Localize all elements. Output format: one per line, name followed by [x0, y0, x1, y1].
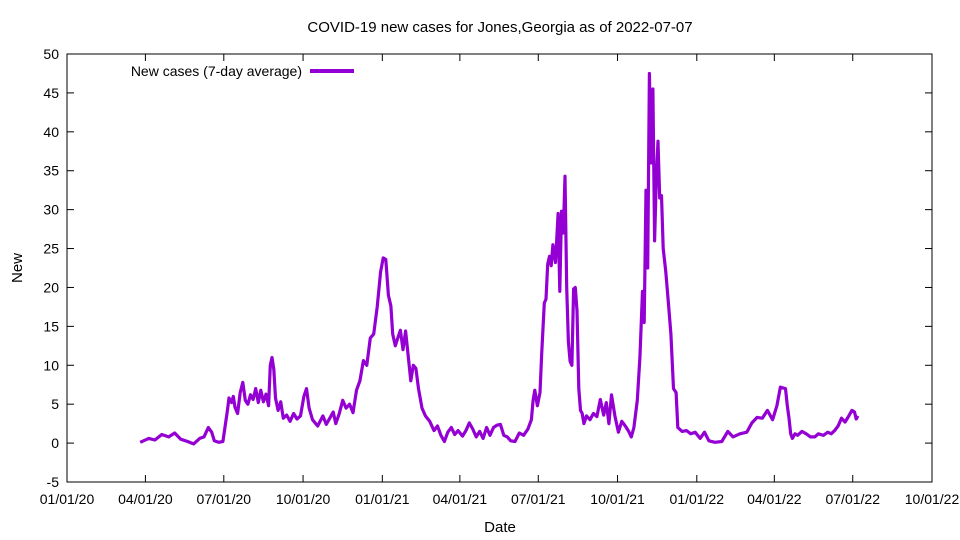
y-tick-label: 5 — [51, 396, 59, 412]
chart-title: COVID-19 new cases for Jones,Georgia as … — [307, 19, 692, 36]
x-tick-label: 01/01/22 — [670, 491, 725, 507]
x-tick-label: 07/01/20 — [197, 491, 252, 507]
y-tick-label: 40 — [43, 124, 59, 140]
y-tick-label: 45 — [43, 85, 59, 101]
x-tick-label: 07/01/22 — [825, 491, 880, 507]
x-tick-label: 10/01/20 — [276, 491, 331, 507]
x-axis-label: Date — [484, 519, 516, 536]
series-line — [139, 71, 860, 446]
y-tick-label: 25 — [43, 241, 59, 257]
x-tick-label: 04/01/22 — [747, 491, 802, 507]
y-axis-label: New — [9, 253, 26, 283]
x-tick-label: 01/01/20 — [40, 491, 95, 507]
y-tick-label: 15 — [43, 318, 59, 334]
y-tick-label: 35 — [43, 163, 59, 179]
x-axis-ticks: 01/01/20 04/01/20 07/01/20 10/01/20 01/01/21… — [40, 54, 960, 507]
x-tick-label: 01/01/21 — [355, 491, 410, 507]
x-tick-label: 04/01/21 — [433, 491, 488, 507]
y-axis-ticks: -5 0 5 10 15 20 25 30 35 40 45 50 — [43, 46, 932, 490]
y-tick-label: 50 — [43, 46, 59, 62]
x-tick-label: 10/01/21 — [590, 491, 645, 507]
legend-label: New cases (7-day average) — [131, 63, 302, 79]
x-tick-label: 07/01/21 — [511, 491, 566, 507]
y-tick-label: 10 — [43, 357, 59, 373]
y-tick-label: 30 — [43, 202, 59, 218]
y-tick-label: -5 — [47, 474, 60, 490]
x-tick-label: 10/01/22 — [905, 491, 960, 507]
y-tick-label: 20 — [43, 279, 59, 295]
legend: New cases (7-day average) — [131, 63, 354, 79]
x-tick-label: 04/01/20 — [118, 491, 173, 507]
plot-frame — [66, 53, 933, 483]
series-layer — [139, 71, 860, 446]
y-tick-label: 0 — [51, 435, 59, 451]
